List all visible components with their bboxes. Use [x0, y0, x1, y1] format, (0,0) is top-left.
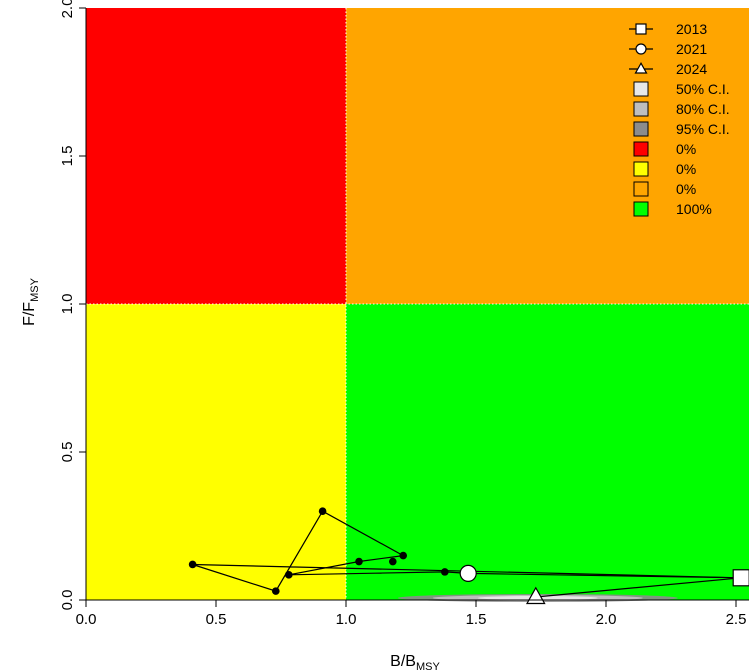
legend-label: 95% C.I. [676, 121, 730, 137]
legend-item: 80% C.I. [633, 101, 730, 117]
legend-item: 95% C.I. [633, 121, 730, 137]
legend-swatch [633, 161, 649, 177]
marker-2021 [459, 564, 477, 582]
legend-item: 2013 [629, 21, 707, 37]
legend-label: 0% [676, 141, 696, 157]
x-tick-label: 0.5 [206, 611, 227, 628]
y-tick-label: 0.5 [59, 442, 76, 463]
quadrant-overfished [86, 304, 346, 600]
marker-2013 [732, 569, 749, 587]
legend-label: 100% [676, 201, 712, 217]
legend-label: 2013 [676, 21, 707, 37]
legend-item: 0% [633, 161, 696, 177]
legend-item: 2024 [629, 61, 707, 77]
legend-label: 2024 [676, 61, 707, 77]
legend-swatch [633, 181, 649, 197]
legend-label: 50% C.I. [676, 81, 730, 97]
quadrant-overfished-overfishing [86, 8, 346, 304]
quadrant-healthy [346, 304, 749, 600]
legend-symbol-circle [635, 43, 647, 55]
legend-label: 2021 [676, 41, 707, 57]
legend-item: 0% [633, 141, 696, 157]
legend: 2013 2021 2024 50% C.I. 80% C.I. 95% C.I. 0% 0%… [629, 21, 730, 217]
trajectory-point [389, 557, 397, 566]
quadrant-healthy-overfishing [346, 8, 749, 304]
trajectory-point [318, 507, 327, 515]
trajectory-point [285, 571, 293, 579]
y-axis-label-sub: MSY [29, 277, 41, 302]
quadrant-backgrounds [86, 8, 749, 600]
legend-item: 2021 [629, 41, 707, 57]
trajectory-point [272, 587, 280, 595]
x-axis-label-sub: MSY [416, 661, 441, 671]
legend-swatch [633, 101, 649, 117]
legend-item: 100% [633, 201, 712, 217]
trajectory-point [399, 551, 408, 560]
axes: 0.0 0.5 1.0 1.5 2.0 2.5 0.0 0.5 1.0 1.5 2.0 [59, 0, 749, 628]
legend-label: 0% [676, 181, 696, 197]
reference-lines [86, 8, 749, 600]
trajectory-point [441, 568, 449, 576]
legend-item: 0% [633, 181, 696, 197]
y-axis-label-main: F/F [21, 302, 38, 326]
legend-swatch [633, 121, 649, 137]
trajectory-point [355, 557, 363, 566]
x-tick-label: 1.0 [336, 611, 357, 628]
y-tick-label: 1.5 [59, 146, 76, 167]
y-tick-label: 1.0 [59, 294, 76, 315]
legend-symbol-square [635, 23, 647, 35]
x-tick-label: 0.0 [76, 611, 97, 628]
legend-symbol-triangle [634, 62, 648, 74]
x-axis-label-main: B/B [390, 653, 416, 670]
legend-item: 50% C.I. [633, 81, 730, 97]
x-axis-label: B/BMSY [390, 653, 440, 671]
x-tick-label: 2.5 [726, 611, 747, 628]
legend-label: 80% C.I. [676, 101, 730, 117]
legend-swatch [633, 201, 649, 217]
legend-swatch [633, 141, 649, 157]
y-tick-label: 2.0 [59, 0, 76, 18]
y-axis-label: F/FMSY [21, 277, 41, 326]
legend-swatch [633, 81, 649, 97]
legend-label: 0% [676, 161, 696, 177]
y-tick-label: 0.0 [59, 590, 76, 611]
trajectory-point [188, 560, 197, 569]
x-tick-label: 1.5 [466, 611, 487, 628]
x-tick-label: 2.0 [596, 611, 617, 628]
